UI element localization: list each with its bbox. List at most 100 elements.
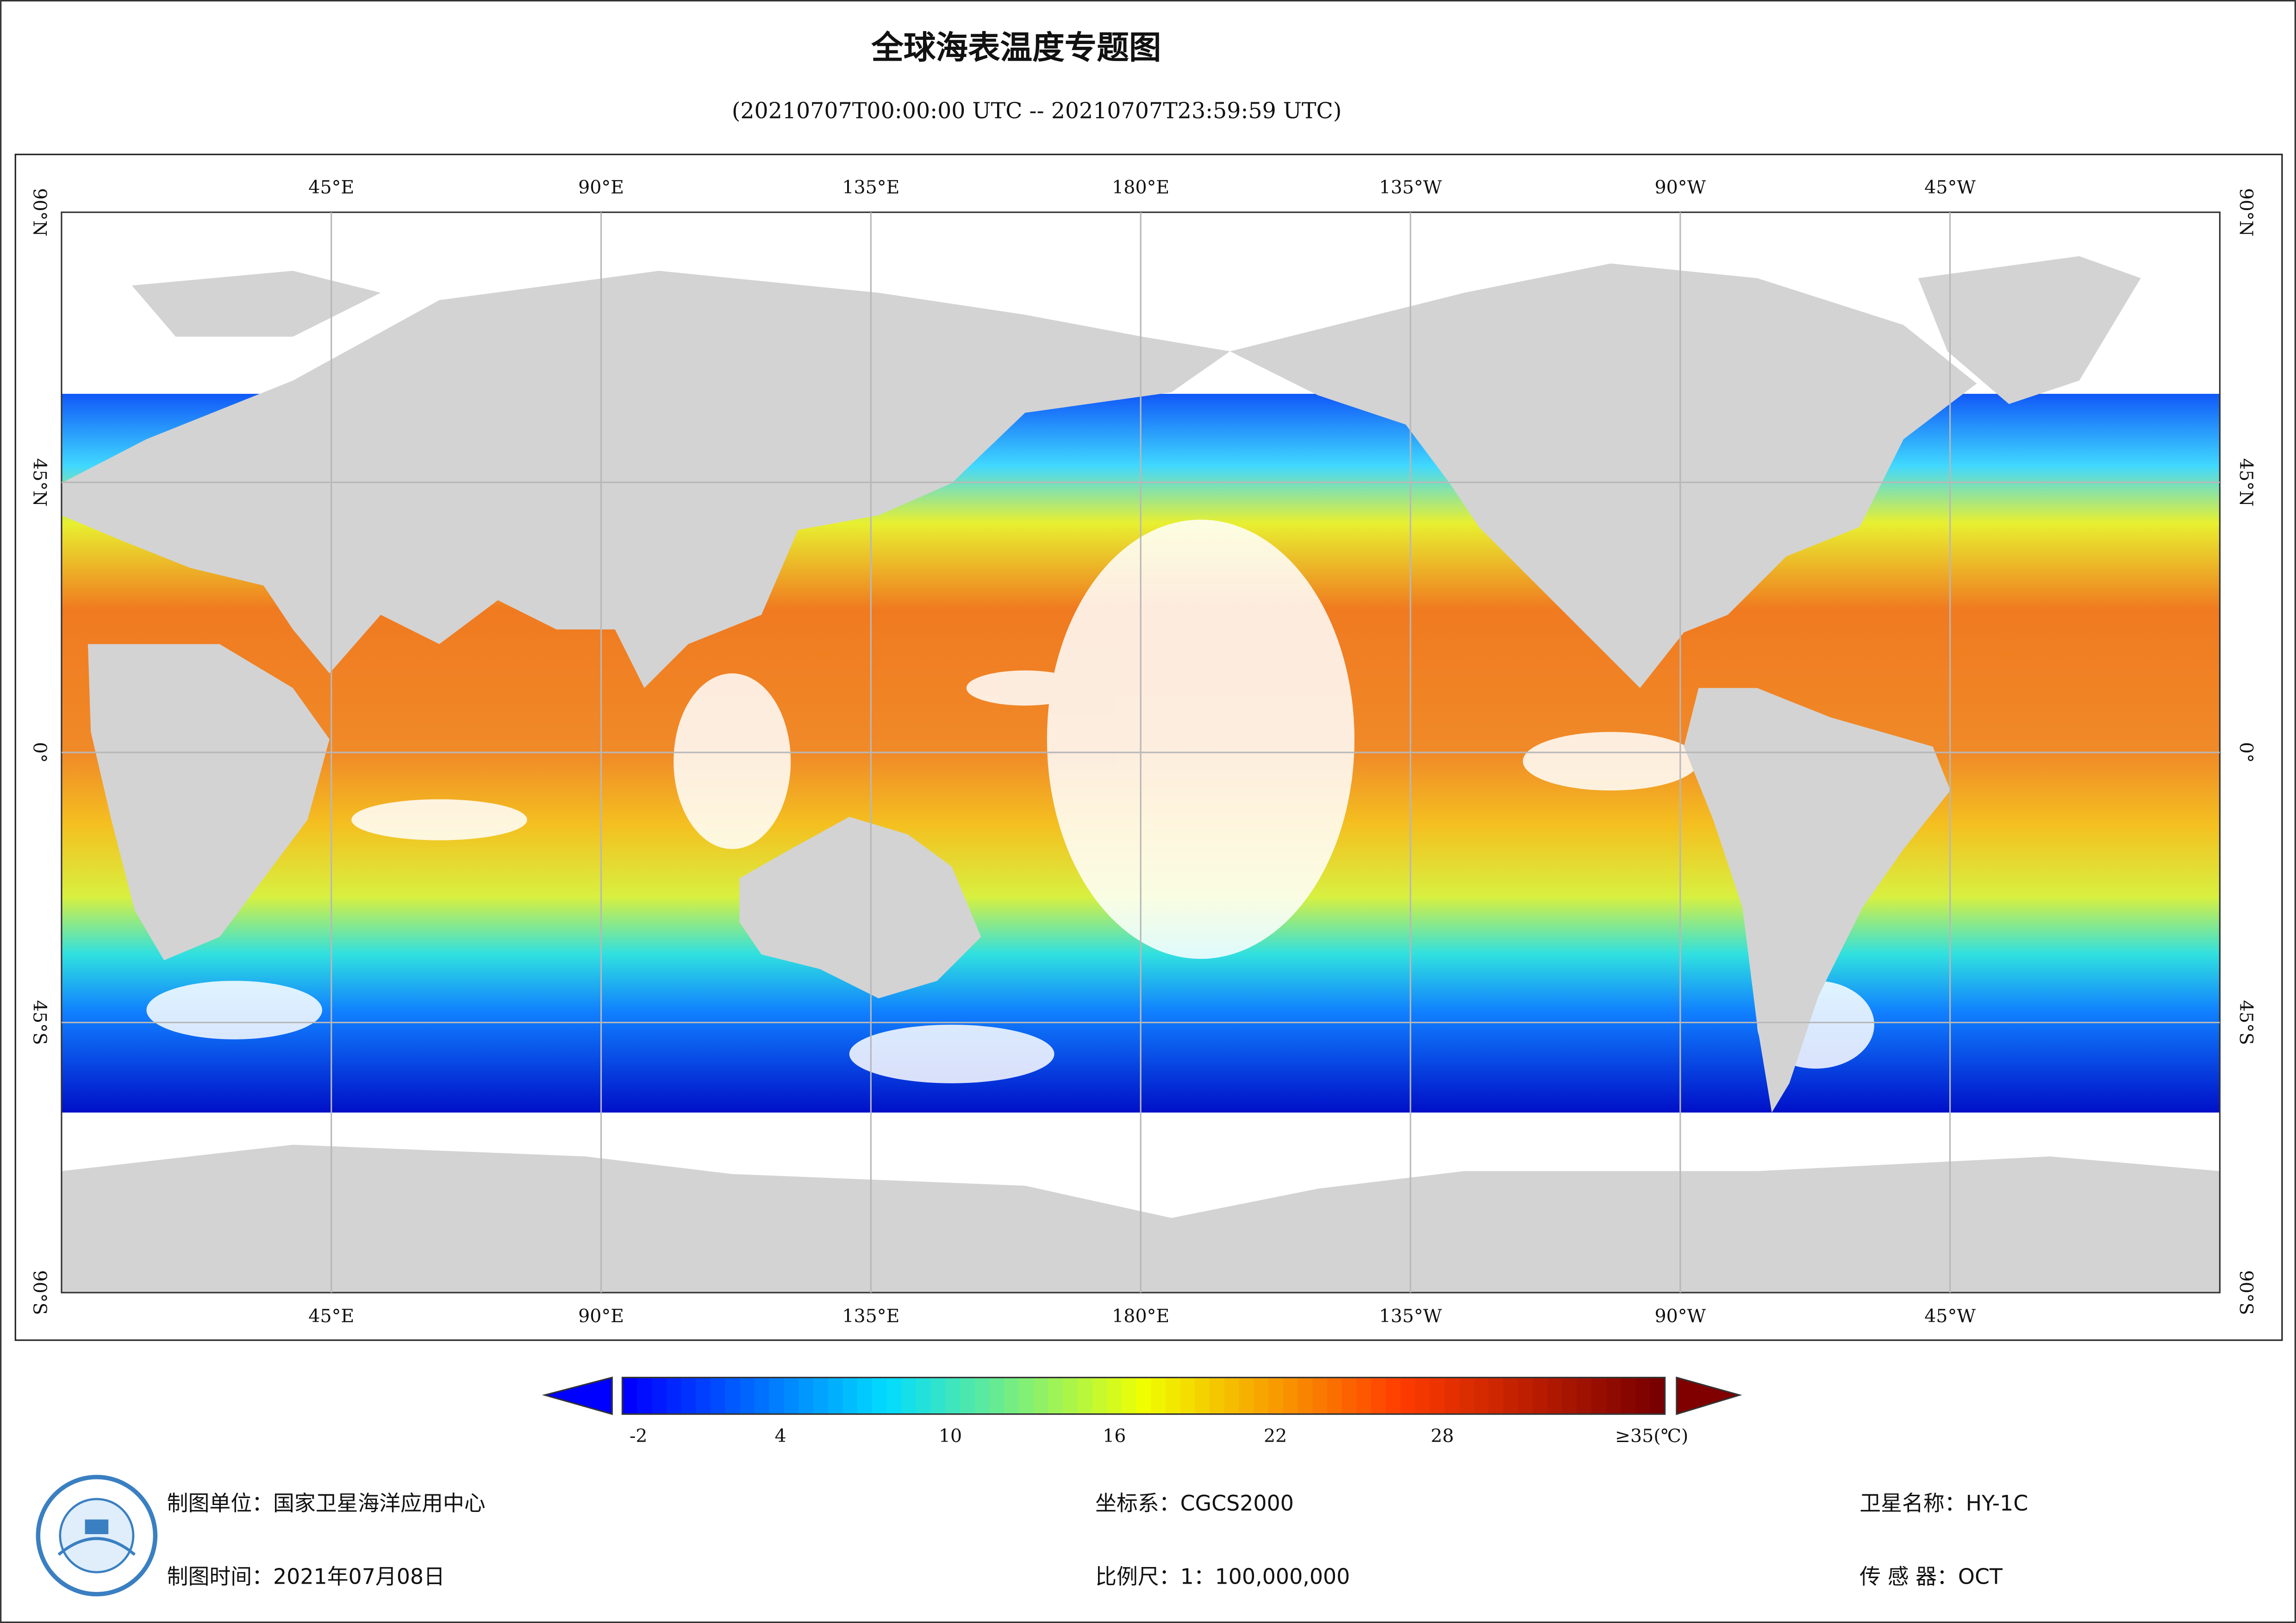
colorbar-step bbox=[1121, 1377, 1137, 1414]
lon-label-top: 135°E bbox=[842, 177, 899, 198]
lon-label-top: 90°E bbox=[578, 177, 624, 198]
lat-label-right: 45°S bbox=[2235, 1000, 2257, 1045]
lat-label-right: 0° bbox=[2235, 742, 2257, 763]
colorbar-step bbox=[740, 1377, 755, 1414]
colorbar-label: 4 bbox=[774, 1425, 786, 1447]
map-date: 制图时间：2021年07月08日 bbox=[167, 1564, 445, 1589]
title: 全球海表温度专题图 bbox=[871, 29, 1161, 67]
colorbar-step bbox=[1444, 1377, 1460, 1414]
colorbar-step bbox=[828, 1377, 843, 1414]
colorbar-label: ≥35(℃) bbox=[1615, 1425, 1688, 1447]
scale: 比例尺：1：100,000,000 bbox=[1095, 1564, 1350, 1589]
lon-label-top: 180°E bbox=[1112, 177, 1169, 198]
lon-label-bottom: 135°E bbox=[842, 1306, 899, 1327]
colorbar-step bbox=[960, 1377, 975, 1414]
colorbar-step bbox=[1298, 1377, 1313, 1414]
colorbar-step bbox=[872, 1377, 887, 1414]
colorbar-step bbox=[1415, 1377, 1431, 1414]
colorbar-step bbox=[1400, 1377, 1416, 1414]
colorbar-step bbox=[1577, 1377, 1592, 1414]
colorbar-under bbox=[542, 1376, 613, 1415]
colorbar-step bbox=[1239, 1377, 1254, 1414]
lon-label-top: 135°W bbox=[1379, 177, 1442, 198]
colorbar-step bbox=[1356, 1377, 1372, 1414]
colorbar-step bbox=[666, 1377, 682, 1414]
colorbar-step bbox=[1033, 1377, 1049, 1414]
colorbar-step bbox=[1107, 1377, 1122, 1414]
map-unit: 制图单位：国家卫星海洋应用中心 bbox=[167, 1491, 486, 1516]
colorbar-step bbox=[1063, 1377, 1078, 1414]
colorbar-label: 16 bbox=[1103, 1425, 1126, 1447]
colorbar-step bbox=[1385, 1377, 1401, 1414]
lat-label-right: 90°N bbox=[2235, 188, 2257, 236]
lat-label-left: 90°N bbox=[29, 188, 50, 236]
colorbar-step bbox=[930, 1377, 946, 1414]
colorbar-step bbox=[1254, 1377, 1269, 1414]
colorbar-step bbox=[1004, 1377, 1019, 1414]
colorbar-step bbox=[1077, 1377, 1093, 1414]
colorbar-step bbox=[799, 1377, 814, 1414]
colorbar-step bbox=[1210, 1377, 1225, 1414]
colorbar-step bbox=[1547, 1377, 1563, 1414]
colorbar-label: 10 bbox=[939, 1425, 962, 1447]
colorbar-step bbox=[1635, 1377, 1651, 1414]
colorbar-step bbox=[974, 1377, 990, 1414]
colorbar-step bbox=[622, 1377, 638, 1414]
colorbar-step bbox=[1341, 1377, 1357, 1414]
colorbar-label: 22 bbox=[1264, 1425, 1287, 1447]
colorbar-step bbox=[1151, 1377, 1167, 1414]
colorbar-step bbox=[813, 1377, 829, 1414]
colorbar-step bbox=[1533, 1377, 1548, 1414]
lon-label-bottom: 135°W bbox=[1379, 1306, 1442, 1327]
lat-label-right: 90°S bbox=[2235, 1270, 2257, 1315]
colorbar-step bbox=[1430, 1377, 1445, 1414]
colorbar-step bbox=[1488, 1377, 1504, 1414]
lat-label-left: 0° bbox=[29, 742, 50, 763]
colorbar-step bbox=[886, 1377, 902, 1414]
colorbar-step bbox=[1268, 1377, 1284, 1414]
colorbar-step bbox=[1312, 1377, 1328, 1414]
crs: 坐标系：CGCS2000 bbox=[1095, 1491, 1294, 1516]
lon-label-bottom: 180°E bbox=[1112, 1306, 1169, 1327]
colorbar-step bbox=[1180, 1377, 1196, 1414]
colorbar-label: -2 bbox=[630, 1425, 648, 1447]
colorbar-step bbox=[1018, 1377, 1034, 1414]
colorbar-step bbox=[1459, 1377, 1475, 1414]
colorbar-step bbox=[1562, 1377, 1578, 1414]
colorbar-step bbox=[1474, 1377, 1489, 1414]
logo bbox=[36, 1474, 158, 1597]
colorbar-step bbox=[769, 1377, 785, 1414]
colorbar-step bbox=[1621, 1377, 1636, 1414]
satellite: 卫星名称：HY-1C bbox=[1859, 1491, 2028, 1516]
colorbar-step bbox=[1327, 1377, 1342, 1414]
lat-label-left: 45°S bbox=[29, 1000, 50, 1045]
colorbar-step bbox=[696, 1377, 711, 1414]
colorbar-step bbox=[1224, 1377, 1240, 1414]
colorbar-label: 28 bbox=[1431, 1425, 1454, 1447]
colorbar-step bbox=[1503, 1377, 1519, 1414]
colorbar-border bbox=[621, 1376, 1666, 1415]
colorbar-step bbox=[901, 1377, 917, 1414]
colorbar-step bbox=[857, 1377, 873, 1414]
colorbar-step bbox=[1092, 1377, 1108, 1414]
lon-label-bottom: 45°W bbox=[1924, 1306, 1976, 1327]
lat-label-left: 90°S bbox=[29, 1270, 50, 1315]
graticule: 45°E 45°E 90°E 90°E 135°E 135°E 180°E 180°E 135°… bbox=[29, 177, 2257, 1327]
lon-label-bottom: 90°W bbox=[1654, 1306, 1706, 1327]
colorbar-step bbox=[1283, 1377, 1298, 1414]
colorbar-step bbox=[784, 1377, 799, 1414]
lon-label-top: 45°W bbox=[1924, 177, 1976, 198]
lon-label-top: 45°E bbox=[308, 177, 354, 198]
colorbar-step bbox=[1195, 1377, 1210, 1414]
colorbar-step bbox=[725, 1377, 741, 1414]
lon-label-bottom: 45°E bbox=[308, 1306, 354, 1327]
colorbar-step bbox=[1371, 1377, 1386, 1414]
colorbar-step bbox=[1591, 1377, 1607, 1414]
colorbar-step bbox=[916, 1377, 931, 1414]
lat-label-left: 45°N bbox=[29, 458, 50, 507]
colorbar-step bbox=[989, 1377, 1005, 1414]
colorbar-step bbox=[681, 1377, 696, 1414]
colorbar-step bbox=[651, 1377, 667, 1414]
subtitle: (20210707T00:00:00 UTC -- 20210707T23:59… bbox=[732, 99, 1342, 124]
